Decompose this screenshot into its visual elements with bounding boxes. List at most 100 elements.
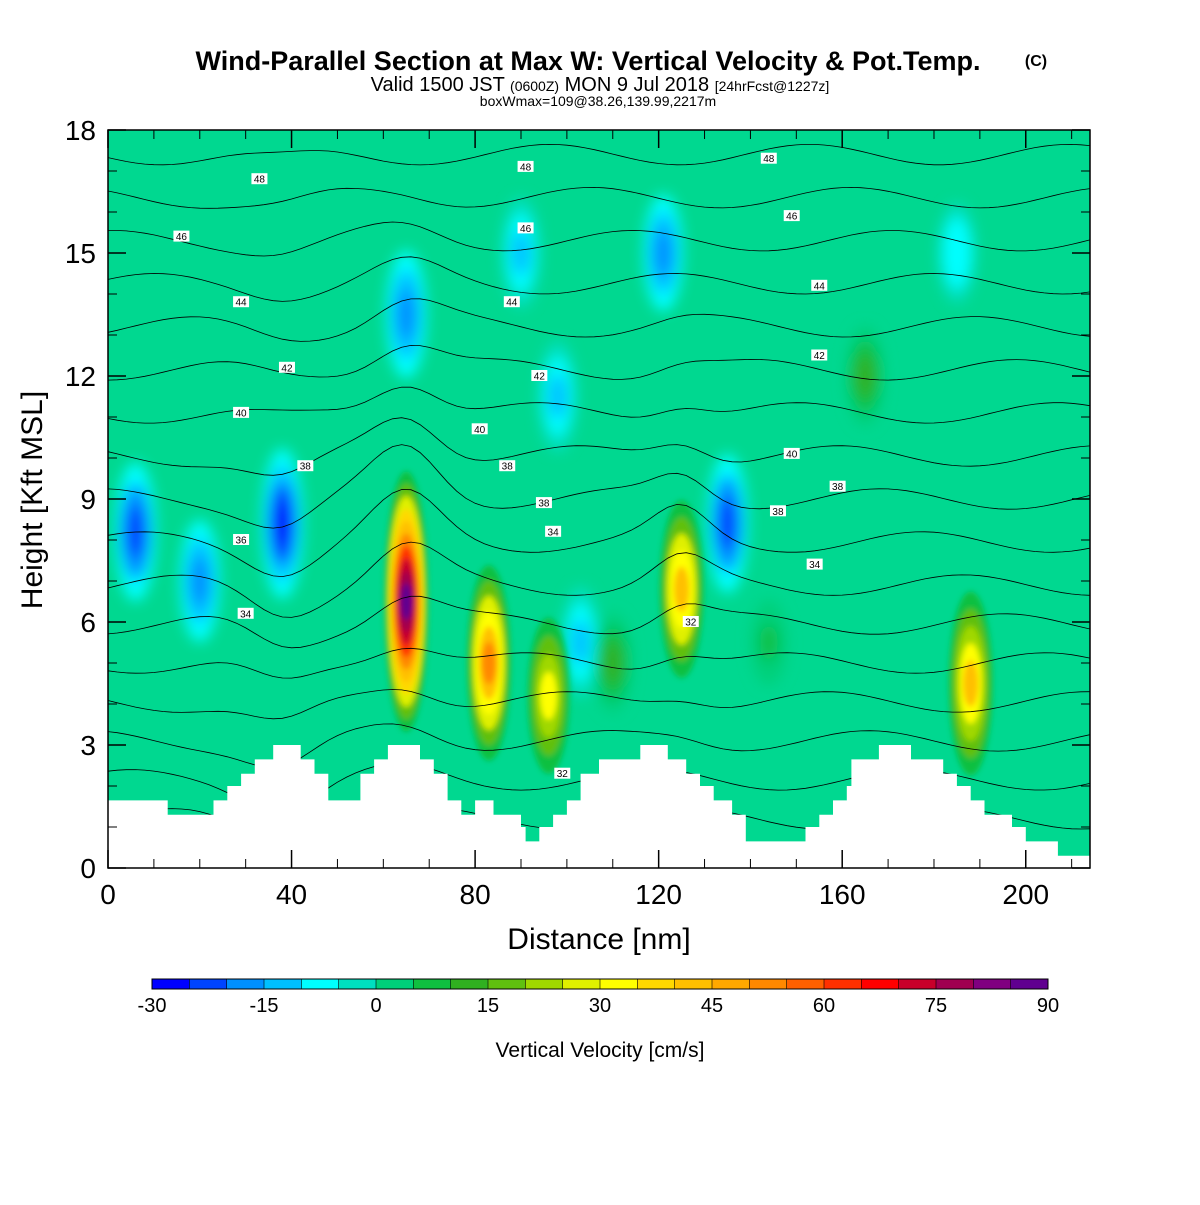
box-wmax-line: boxWmax=109@38.26,139.99,2217m (480, 93, 716, 109)
y-tick-label: 6 (80, 607, 96, 638)
contour-label-box (760, 152, 777, 164)
contour-label-box (829, 480, 846, 492)
contour-label: 44 (236, 298, 248, 309)
colorbar-swatch (226, 979, 265, 989)
contour-line (108, 221, 1090, 257)
y-tick-label: 0 (80, 853, 96, 884)
valid-time-line: Valid 1500 JST (0600Z) MON 9 Jul 2018 [2… (371, 74, 830, 96)
contour-label-box (173, 230, 190, 242)
contour-line (108, 489, 1090, 578)
contour-label: 40 (474, 425, 486, 436)
contour-label: 32 (557, 769, 569, 780)
y-tick-label: 18 (65, 115, 96, 146)
velocity-cell (571, 620, 590, 665)
contour-label-box (471, 423, 488, 435)
velocity-cell (511, 230, 531, 276)
contour-label: 38 (772, 507, 784, 518)
contour-line (108, 444, 1090, 529)
contour-line (108, 186, 1090, 209)
colorbar-swatch (861, 979, 900, 989)
forecast-info: [24hrFcst@1227z] (715, 78, 830, 94)
contour-label-box (769, 505, 786, 517)
contour-line (108, 595, 1090, 649)
colorbar-label: Vertical Velocity [cm/s] (496, 1039, 705, 1062)
contour-label: 40 (236, 408, 248, 419)
contour-label: 46 (786, 212, 798, 223)
velocity-cell (396, 289, 416, 340)
contour-label-box (811, 279, 828, 291)
velocity-cell (673, 566, 690, 612)
velocity-cell (603, 642, 622, 684)
contour-label-box (806, 558, 823, 570)
colorbar-tick-label: 75 (925, 995, 947, 1017)
colorbar-swatch (898, 979, 937, 989)
contour-label: 34 (548, 527, 560, 538)
contour-label: 34 (809, 560, 821, 571)
contour-label: 48 (763, 154, 775, 165)
contour-line (108, 143, 1090, 166)
valid-date: MON 9 Jul 2018 (565, 74, 710, 96)
colorbar-swatch (152, 979, 190, 989)
velocity-cell (947, 232, 966, 274)
contour-label-box (278, 361, 295, 373)
colorbar-tick-label: 0 (370, 995, 381, 1017)
contour-line (108, 344, 1090, 381)
contour-line (108, 689, 1090, 720)
contour-label-box (811, 349, 828, 361)
contour-label-box (783, 447, 800, 459)
contour-label: 42 (534, 372, 546, 383)
y-tick-label: 9 (80, 484, 96, 515)
velocity-cell (654, 229, 673, 277)
contour-label-box (233, 534, 250, 545)
contour-label: 32 (685, 618, 697, 629)
colorbar-swatch (712, 979, 750, 989)
colorbar-swatch (450, 979, 489, 989)
contour-label-box (517, 222, 534, 234)
y-tick-label: 15 (65, 238, 96, 269)
contour-label-box (535, 497, 552, 509)
valid-utc: (0600Z) (510, 78, 559, 94)
contour-label-box (531, 370, 548, 381)
colorbar-tick-label: 90 (1037, 995, 1059, 1017)
y-tick-label: 3 (80, 730, 96, 761)
contour-label-box (503, 296, 520, 308)
contour-label: 48 (254, 175, 266, 186)
velocity-cell (856, 355, 875, 397)
contour-label-box (499, 460, 516, 472)
colorbar-swatch (786, 979, 825, 989)
contour-label: 38 (300, 462, 312, 473)
contour-line (108, 386, 1090, 424)
x-tick-label: 80 (460, 879, 491, 910)
colorbar-swatch (189, 979, 228, 989)
colorbar-swatch (600, 979, 638, 989)
colorbar: -30 -15 0 15 30 45 60 75 90 (138, 978, 1059, 1017)
contour-line (108, 647, 1090, 679)
x-tick-label: 120 (635, 879, 682, 910)
colorbar-swatch (413, 979, 452, 989)
velocity-cell (400, 583, 413, 620)
contour-labels: 48 48 48 46 46 46 44 44 44 42 42 42 40 40 40 38 38 38 38 38… (173, 152, 846, 780)
colorbar-tick-label: 15 (477, 995, 499, 1017)
contour-label: 48 (520, 162, 532, 173)
contour-label-box (554, 767, 571, 779)
contour-label: 44 (814, 281, 826, 292)
contour-label: 46 (520, 224, 532, 235)
contour-label: 42 (814, 351, 826, 362)
pot-temp-contours (108, 143, 1090, 853)
velocity-field-cores (384, 471, 993, 776)
velocity-cell (963, 660, 979, 707)
contour-label: 38 (502, 462, 514, 473)
contour-label: 44 (506, 298, 518, 309)
contour-label-box (233, 296, 250, 308)
x-tick-label: 160 (819, 879, 866, 910)
colorbar-tick-label: -30 (138, 995, 167, 1017)
chart-title: Wind-Parallel Section at Max W: Vertical… (196, 46, 981, 76)
contour-label: 46 (176, 232, 188, 243)
colorbar-tick-label: 60 (813, 995, 835, 1017)
colorbar-swatch (674, 979, 713, 989)
colorbar-tick-label: 45 (701, 995, 723, 1017)
colorbar-swatch (973, 979, 1012, 989)
colorbar-swatch (301, 979, 340, 989)
copyright-mark: (C) (1025, 53, 1047, 70)
